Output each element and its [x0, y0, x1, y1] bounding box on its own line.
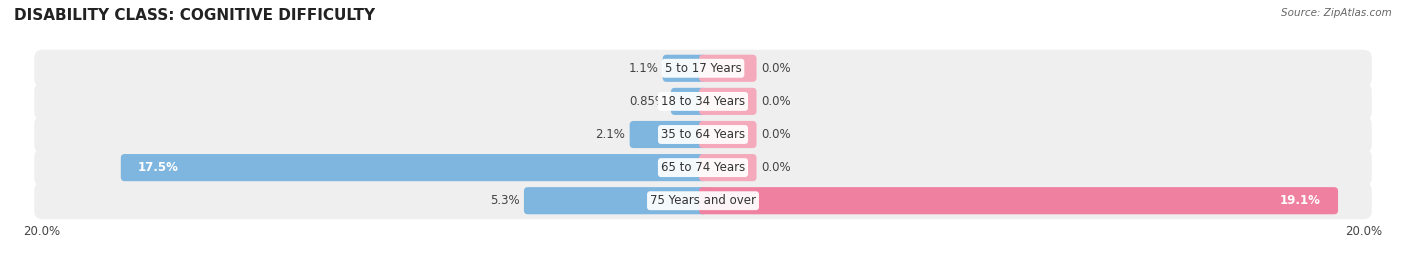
- FancyBboxPatch shape: [524, 187, 707, 214]
- FancyBboxPatch shape: [699, 88, 756, 115]
- FancyBboxPatch shape: [121, 154, 707, 181]
- Text: 1.1%: 1.1%: [628, 62, 658, 75]
- FancyBboxPatch shape: [699, 55, 756, 82]
- Text: 0.0%: 0.0%: [761, 62, 790, 75]
- Text: 75 Years and over: 75 Years and over: [650, 194, 756, 207]
- Text: 0.0%: 0.0%: [761, 128, 790, 141]
- FancyBboxPatch shape: [699, 187, 1339, 214]
- Text: 18 to 34 Years: 18 to 34 Years: [661, 95, 745, 108]
- Text: 5.3%: 5.3%: [491, 194, 520, 207]
- FancyBboxPatch shape: [34, 50, 1372, 87]
- Text: 0.85%: 0.85%: [630, 95, 666, 108]
- Text: 5 to 17 Years: 5 to 17 Years: [665, 62, 741, 75]
- FancyBboxPatch shape: [630, 121, 707, 148]
- Text: 19.1%: 19.1%: [1279, 194, 1320, 207]
- FancyBboxPatch shape: [699, 154, 756, 181]
- Text: 17.5%: 17.5%: [138, 161, 179, 174]
- FancyBboxPatch shape: [662, 55, 707, 82]
- FancyBboxPatch shape: [34, 83, 1372, 120]
- Text: 2.1%: 2.1%: [596, 128, 626, 141]
- FancyBboxPatch shape: [699, 121, 756, 148]
- FancyBboxPatch shape: [671, 88, 707, 115]
- Text: 0.0%: 0.0%: [761, 95, 790, 108]
- FancyBboxPatch shape: [34, 116, 1372, 153]
- Text: 65 to 74 Years: 65 to 74 Years: [661, 161, 745, 174]
- FancyBboxPatch shape: [34, 182, 1372, 219]
- Text: 35 to 64 Years: 35 to 64 Years: [661, 128, 745, 141]
- FancyBboxPatch shape: [34, 149, 1372, 186]
- Text: 0.0%: 0.0%: [761, 161, 790, 174]
- Text: Source: ZipAtlas.com: Source: ZipAtlas.com: [1281, 8, 1392, 18]
- Text: DISABILITY CLASS: COGNITIVE DIFFICULTY: DISABILITY CLASS: COGNITIVE DIFFICULTY: [14, 8, 375, 23]
